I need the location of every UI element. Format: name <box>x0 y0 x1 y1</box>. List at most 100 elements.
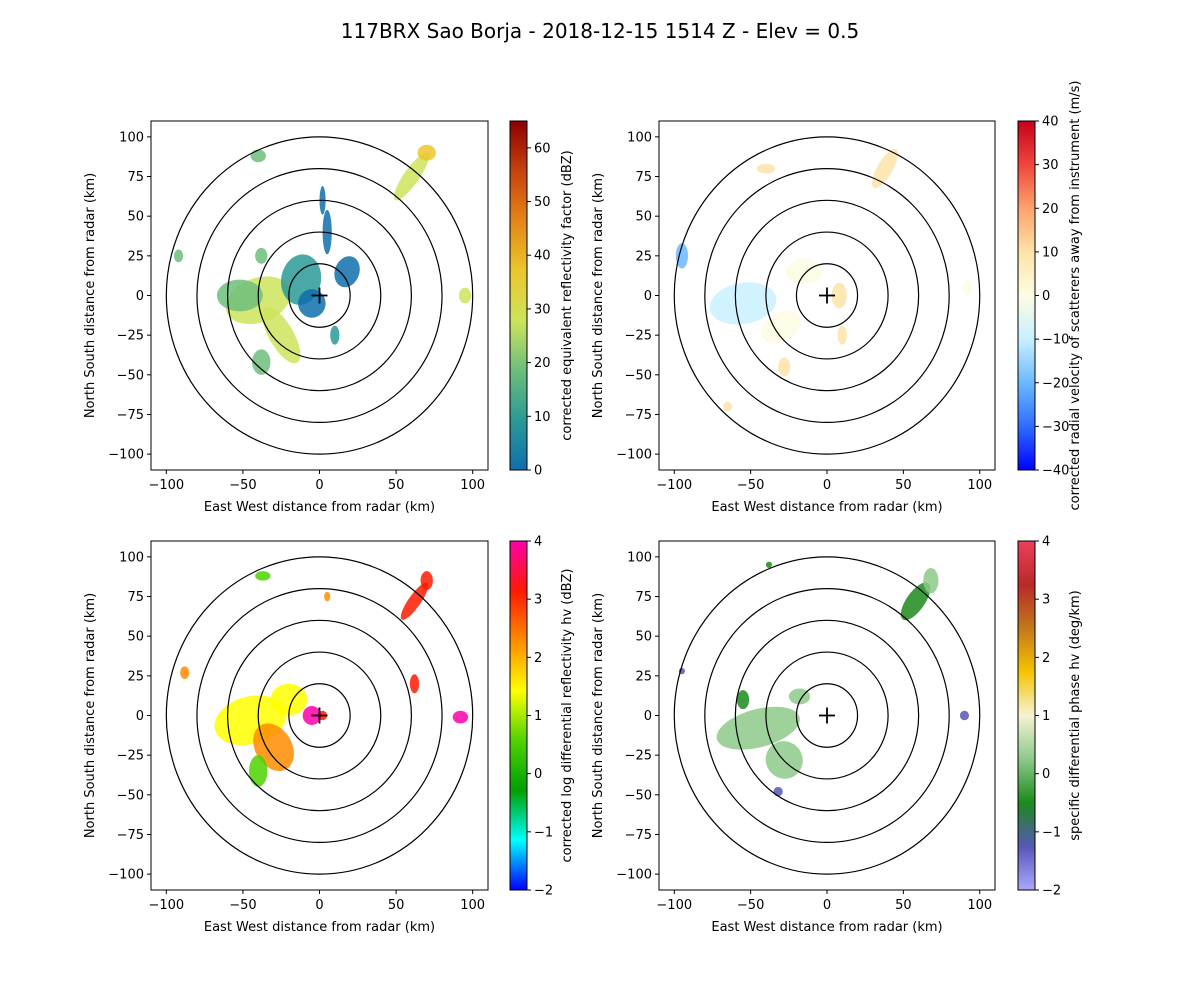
echo-patch <box>723 401 733 412</box>
colorbar-tick-label: −10 <box>1042 333 1069 348</box>
range-ring <box>673 556 981 875</box>
range-ring <box>165 136 474 455</box>
echo-patch <box>778 357 791 377</box>
echo-patch <box>872 148 898 189</box>
colorbar-tick-label: −30 <box>1042 420 1069 435</box>
echo-patch <box>400 582 429 620</box>
y-tick-label: 25 <box>127 669 144 684</box>
echo-patch <box>417 144 436 161</box>
colorbar-tick-label: 0 <box>1042 289 1050 304</box>
echo-patch <box>959 710 970 721</box>
x-tick-label: −100 <box>148 478 184 493</box>
y-tick-label: −100 <box>616 448 652 463</box>
y-tick-label: −25 <box>117 329 144 344</box>
panel-reflectivity: −100 −50 0 50 100−100−75−50−250255075100East… <box>83 120 575 515</box>
colorbar-tick-label: 4 <box>534 535 542 550</box>
y-tick-label: 50 <box>127 630 144 645</box>
range-ring <box>257 231 382 360</box>
echo-patch <box>452 710 469 724</box>
echo-patch <box>675 243 689 269</box>
echo-patch <box>788 688 811 705</box>
echo-patch <box>330 325 340 345</box>
x-axis-label: East West distance from radar (km) <box>204 920 435 935</box>
y-tick-label: 100 <box>119 550 144 565</box>
x-tick-label: 50 <box>895 478 912 493</box>
echo-patch <box>393 152 429 201</box>
echo-patch <box>709 282 777 325</box>
echo-patch <box>255 247 268 264</box>
echo-patch <box>756 163 776 174</box>
x-tick-label: 100 <box>460 898 485 913</box>
y-tick-label: 50 <box>127 210 144 225</box>
range-ring <box>765 651 889 780</box>
y-tick-label: −75 <box>117 408 144 423</box>
colorbar-gradient <box>510 541 527 890</box>
colorbar-tick-label: 20 <box>534 356 551 371</box>
y-tick-label: 25 <box>635 249 652 264</box>
y-tick-label: −50 <box>117 788 144 803</box>
colorbar-tick-label: 20 <box>1042 202 1059 217</box>
colorbar-tick-label: 0 <box>534 464 542 479</box>
echo-patch <box>249 755 268 787</box>
x-axis-label: East West distance from radar (km) <box>711 920 942 935</box>
echo-patch <box>761 310 802 344</box>
echo-patch <box>180 666 190 680</box>
y-tick-label: −50 <box>625 788 652 803</box>
radar-field <box>678 561 970 797</box>
echo-patch <box>923 567 939 594</box>
range-ring <box>734 619 920 812</box>
radar-field <box>180 571 469 787</box>
echo-patch <box>216 279 263 312</box>
x-tick-label: 50 <box>895 898 912 913</box>
colorbar-label: corrected equivalent reflectivity factor… <box>560 150 575 441</box>
colorbar-tick-label: 40 <box>1042 115 1059 130</box>
x-tick-label: 100 <box>967 898 992 913</box>
x-axis-label: East West distance from radar (km) <box>204 500 435 515</box>
y-tick-label: −50 <box>117 368 144 383</box>
echo-patch <box>420 571 433 591</box>
x-tick-label: −50 <box>737 478 764 493</box>
x-tick-label: 0 <box>823 478 831 493</box>
y-tick-label: −25 <box>625 749 652 764</box>
echo-patch <box>334 256 360 288</box>
y-tick-label: −100 <box>108 868 144 883</box>
y-axis-label: North South distance from radar (km) <box>591 593 606 838</box>
y-tick-label: −100 <box>108 448 144 463</box>
y-tick-label: 100 <box>119 130 144 145</box>
colorbar-tick-label: 1 <box>534 709 542 724</box>
y-tick-label: 75 <box>127 170 144 185</box>
x-axis-label: East West distance from radar (km) <box>711 500 942 515</box>
colorbar-tick-label: 3 <box>1042 593 1050 608</box>
y-tick-label: −25 <box>625 329 652 344</box>
colorbar-frame <box>509 120 528 471</box>
x-tick-label: −50 <box>229 898 256 913</box>
x-tick-label: 50 <box>388 898 405 913</box>
range-ring <box>704 167 950 424</box>
y-axis-label: North South distance from radar (km) <box>83 593 98 838</box>
y-tick-label: 0 <box>644 709 652 724</box>
y-tick-label: −100 <box>616 868 652 883</box>
echo-patch <box>250 149 266 163</box>
colorbar-tick-label: 10 <box>534 410 551 425</box>
range-ring <box>257 651 382 780</box>
colorbar-tick-label: −40 <box>1042 464 1069 479</box>
colorbar-tick-label: 2 <box>534 651 542 666</box>
echo-patch <box>252 349 271 375</box>
y-tick-label: 0 <box>136 289 144 304</box>
echo-patch <box>962 279 973 296</box>
x-tick-label: 0 <box>823 898 831 913</box>
colorbar-label: corrected log differential reflectivity … <box>560 569 575 863</box>
y-tick-label: 25 <box>127 249 144 264</box>
y-tick-label: −25 <box>117 749 144 764</box>
colorbar-tick-label: 0 <box>1042 767 1050 782</box>
colorbar-tick-label: 30 <box>534 302 551 317</box>
range-ring <box>196 167 443 424</box>
y-tick-label: 50 <box>635 630 652 645</box>
echo-patch <box>173 249 184 263</box>
range-ring <box>795 263 859 328</box>
range-ring <box>226 619 413 812</box>
colorbar-gradient <box>510 121 527 470</box>
x-tick-label: 50 <box>388 478 405 493</box>
echo-patch <box>409 674 420 694</box>
y-tick-label: 100 <box>627 550 652 565</box>
